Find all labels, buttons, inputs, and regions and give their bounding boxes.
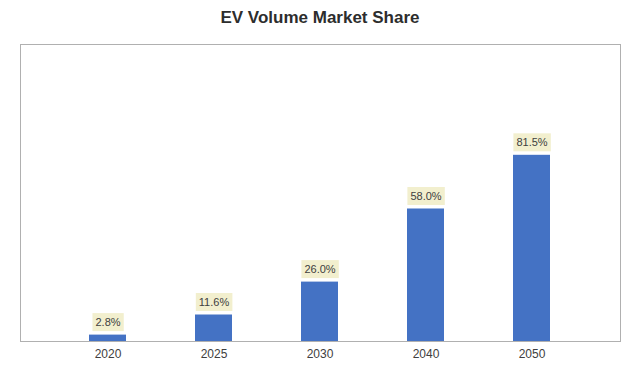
svg-text:2030: 2030: [307, 347, 334, 361]
svg-text:2020: 2020: [95, 347, 122, 361]
svg-text:11.6%: 11.6%: [199, 296, 230, 308]
svg-text:26.0%: 26.0%: [304, 263, 335, 275]
html-text:EV Volume Market Share: EV Volume Market Share: [220, 8, 420, 27]
svg-text:2.8%: 2.8%: [95, 316, 120, 328]
svg-text:81.5%: 81.5%: [516, 136, 547, 148]
svg-text:2025: 2025: [201, 347, 228, 361]
svg-text:2050: 2050: [519, 347, 546, 361]
svg-text:2040: 2040: [413, 347, 440, 361]
svg-text:58.0%: 58.0%: [410, 190, 441, 202]
